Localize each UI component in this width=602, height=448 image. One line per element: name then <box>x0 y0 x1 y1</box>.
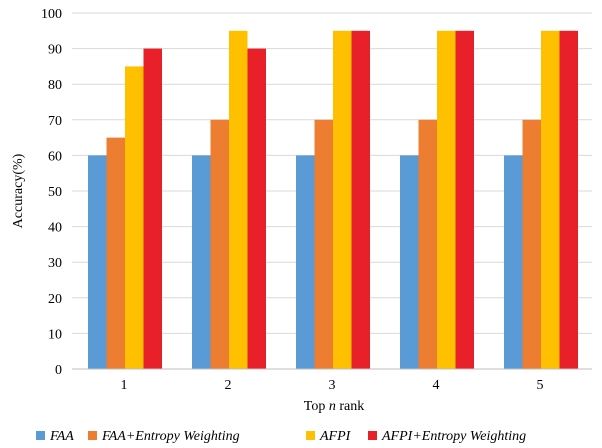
x-axis-title-prefix: Top <box>304 399 329 414</box>
y-tick-label: 10 <box>48 327 62 342</box>
bar <box>314 119 333 369</box>
bar <box>229 30 248 370</box>
bar <box>418 119 437 369</box>
y-tick-label: 70 <box>48 114 62 129</box>
bar <box>455 30 474 370</box>
bars <box>88 30 578 370</box>
y-tick-labels: 0 10 20 30 40 50 60 70 80 90 100 <box>41 7 62 378</box>
y-tick-label: 100 <box>41 7 62 22</box>
y-axis-title: Accuracy(%) <box>11 153 26 228</box>
bar <box>88 155 107 369</box>
x-tick-label: 3 <box>329 378 336 393</box>
bar <box>437 30 456 370</box>
y-tick-label: 20 <box>48 292 62 307</box>
legend-swatch <box>36 431 45 440</box>
bar <box>192 155 211 369</box>
x-tick-label: 4 <box>433 378 440 393</box>
bar <box>106 137 125 369</box>
x-tick-label: 5 <box>537 378 544 393</box>
bar <box>210 119 229 369</box>
legend-swatch <box>88 431 97 440</box>
x-axis-title-suffix: rank <box>336 399 364 414</box>
y-tick-label: 60 <box>48 149 62 164</box>
bar <box>541 30 560 370</box>
legend-swatch <box>306 431 315 440</box>
x-tick-label: 2 <box>225 378 232 393</box>
bar <box>351 30 370 370</box>
bar <box>296 155 315 369</box>
bar <box>143 48 162 369</box>
bar <box>559 30 578 370</box>
x-tick-labels: 1 2 3 4 5 <box>121 378 544 393</box>
legend-label: FAA+Entropy Weighting <box>101 429 240 444</box>
x-tick-label: 1 <box>121 378 128 393</box>
y-tick-label: 80 <box>48 78 62 93</box>
bar <box>522 119 541 369</box>
y-tick-label: 50 <box>48 185 62 200</box>
y-tick-label: 0 <box>55 363 62 378</box>
bar <box>400 155 419 369</box>
bar <box>504 155 523 369</box>
legend-label: AFPI+Entropy Weighting <box>381 429 526 444</box>
legend-label: AFPI <box>319 429 352 444</box>
bar <box>247 48 266 369</box>
y-tick-label: 30 <box>48 256 62 271</box>
legend-label: FAA <box>49 429 74 444</box>
legend-swatch <box>368 431 377 440</box>
bar <box>125 66 144 370</box>
x-axis-title-variable: n <box>329 399 336 414</box>
y-tick-label: 90 <box>48 43 62 58</box>
legend: FAA FAA+Entropy Weighting AFPI AFPI+Entropy… <box>36 429 526 444</box>
y-tick-label: 40 <box>48 221 62 236</box>
x-axis-title: Top n rank <box>304 399 364 414</box>
bar <box>333 30 352 370</box>
